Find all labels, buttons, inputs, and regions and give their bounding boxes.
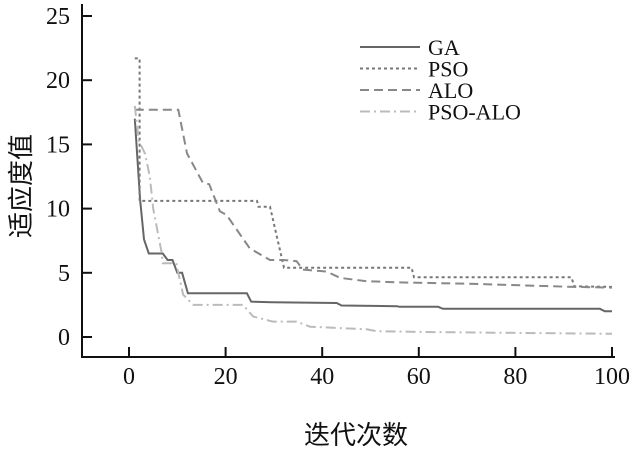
ticks: 0 5 10 15 20 25 0 20 40 60 80 100 (46, 4, 630, 390)
x-tick-label: 0 (123, 364, 135, 390)
y-tick-label: 0 (58, 325, 70, 351)
legend-label: PSO-ALO (428, 100, 521, 125)
axes (81, 4, 615, 358)
x-tick-label: 100 (594, 364, 630, 390)
series-line-pso-alo (133, 105, 613, 335)
y-axis-label: 适应度值 (7, 134, 36, 238)
x-tick-label: 20 (214, 364, 238, 390)
x-axis-label: 迭代次数 (304, 421, 408, 450)
y-tick-label: 25 (46, 4, 70, 30)
legend-label: ALO (428, 78, 473, 103)
y-tick-label: 15 (46, 132, 70, 158)
series-line-pso (134, 57, 613, 288)
y-tick-label: 20 (46, 68, 70, 94)
x-tick-label: 60 (407, 364, 431, 390)
series-line-ga (133, 118, 612, 313)
legend-label: GA (428, 35, 460, 60)
y-tick-label: 10 (46, 197, 70, 223)
x-tick-label: 80 (503, 364, 527, 390)
legend-label: PSO (428, 57, 468, 82)
x-tick-label: 40 (310, 364, 334, 390)
series-line-alo (134, 108, 613, 289)
y-tick-label: 5 (58, 261, 70, 287)
series-layer (133, 57, 613, 335)
